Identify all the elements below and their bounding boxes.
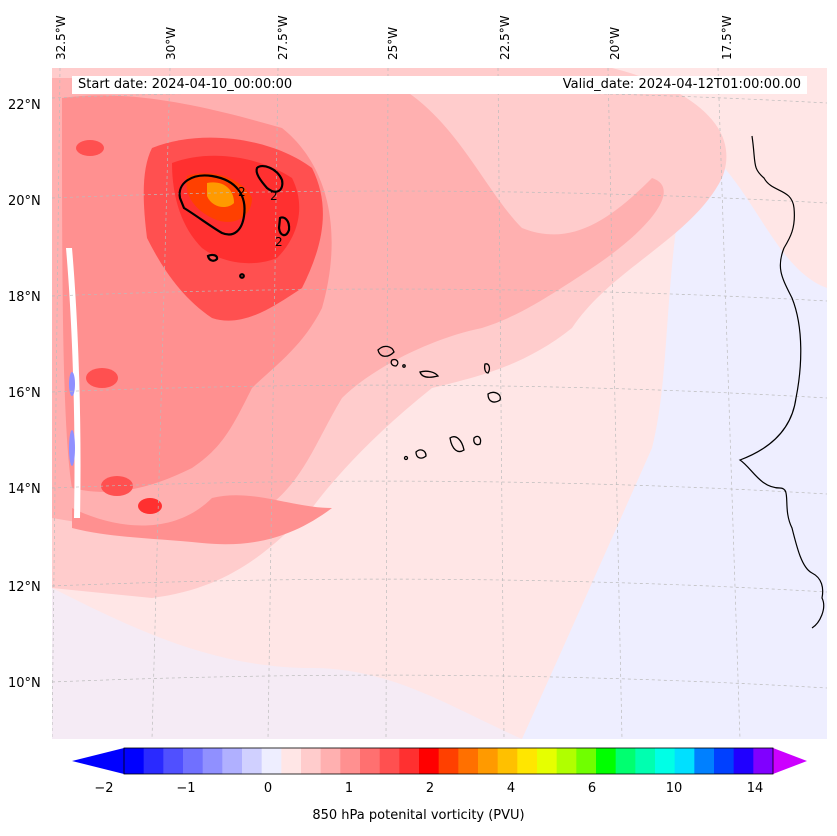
date-info-box: Start date: 2024-04-10_00:00:00 Valid_da…: [72, 76, 807, 94]
lat-label-16n: 16°N: [8, 386, 41, 401]
field-patch-mid: [86, 368, 118, 388]
colorbar-tick-2: 2: [425, 781, 435, 796]
colorbar-outline: [123, 747, 774, 775]
colorbar-cell: [379, 748, 400, 774]
colorbar-cell: [458, 748, 479, 774]
lon-label-20w: 20°W: [608, 26, 622, 60]
colorbar-cell: [655, 748, 676, 774]
cape-verde-islands: [377, 345, 501, 461]
lat-label-20n: 20°N: [8, 194, 41, 209]
lat-label-14n: 14°N: [8, 482, 41, 497]
colorbar-tick-6: 6: [587, 781, 597, 796]
lon-label-25w: 25°W: [386, 26, 400, 60]
field-negative-south: [52, 588, 522, 739]
contour-label-1: 2: [238, 185, 246, 199]
start-date-label: Start date: 2024-04-10_00:00:00: [78, 77, 293, 92]
field-west-blue-2: [69, 430, 75, 466]
lat-label-22n: 22°N: [8, 98, 41, 113]
contour-label-2: 2: [270, 189, 278, 203]
field-west-strip: [66, 248, 81, 518]
colorbar-cell: [202, 748, 223, 774]
lon-label-27-5w: 27.5°W: [276, 15, 290, 60]
colorbar-max-arrow: [773, 748, 807, 774]
field-patch-west: [76, 140, 104, 156]
colorbar-tick-14: 14: [746, 781, 764, 796]
colorbar-tick-10: 10: [665, 781, 683, 796]
lon-label-22-5w: 22.5°W: [498, 15, 512, 60]
colorbar-cell: [674, 748, 695, 774]
colorbar-cell: [753, 748, 774, 774]
contour-label-3: 2: [275, 235, 283, 249]
lat-label-18n: 18°N: [8, 290, 41, 305]
colorbar-cell: [576, 748, 597, 774]
pv-contours: [178, 164, 291, 279]
colorbar-cell: [694, 748, 715, 774]
field-patch-south-2: [138, 498, 162, 514]
lat-label-12n: 12°N: [8, 580, 41, 595]
colorbar-cell: [635, 748, 656, 774]
colorbar-cell: [596, 748, 617, 774]
colorbar-cell: [340, 748, 361, 774]
colorbar-tick-neg2: −2: [94, 781, 114, 796]
colorbar-cell: [733, 748, 754, 774]
field-southern-arc: [72, 495, 332, 545]
colorbar-min-arrow: [72, 748, 124, 774]
colorbar-cell: [615, 748, 636, 774]
field-negative-east: [522, 138, 827, 739]
colorbar-cell: [261, 748, 282, 774]
colorbar-cell: [320, 748, 341, 774]
lon-label-32-5w: 32.5°W: [54, 15, 68, 60]
colorbar-cell: [222, 748, 243, 774]
field-patch-south-1: [101, 476, 133, 496]
colorbar-cell: [183, 748, 204, 774]
africa-coastline: [738, 135, 825, 629]
colorbar-cell: [301, 748, 322, 774]
colorbar-cell: [399, 748, 420, 774]
colorbar-cell: [143, 748, 164, 774]
colorbar-cell: [478, 748, 499, 774]
lon-label-30w: 30°W: [164, 26, 178, 60]
lon-label-17-5w: 17.5°W: [720, 15, 734, 60]
colorbar-cell: [360, 748, 381, 774]
valid-date-label: Valid_date: 2024-04-12T01:00:00.00: [562, 77, 801, 92]
colorbar: [72, 747, 807, 775]
colorbar-cell: [242, 748, 263, 774]
colorbar-cell: [537, 748, 558, 774]
colorbar-cell: [517, 748, 538, 774]
colorbar-cell: [163, 748, 184, 774]
lat-label-10n: 10°N: [8, 676, 41, 691]
colorbar-cell: [124, 748, 145, 774]
colorbar-label: 850 hPa potenital vorticity (PVU): [312, 808, 525, 823]
colorbar-tick-0: 0: [263, 781, 273, 796]
map-panel[interactable]: 2 2 2: [52, 68, 827, 739]
colorbar-cell: [438, 748, 459, 774]
colorbar-cell: [419, 748, 440, 774]
colorbar-tick-4: 4: [506, 781, 516, 796]
colorbar-tick-1: 1: [344, 781, 354, 796]
field-max-pv-peak: [207, 182, 234, 208]
field-west-blue-1: [69, 372, 75, 396]
colorbar-cell: [714, 748, 735, 774]
colorbar-tick-neg1: −1: [176, 781, 196, 796]
colorbar-cell: [497, 748, 518, 774]
colorbar-cell: [556, 748, 577, 774]
colorbar-cell: [281, 748, 302, 774]
